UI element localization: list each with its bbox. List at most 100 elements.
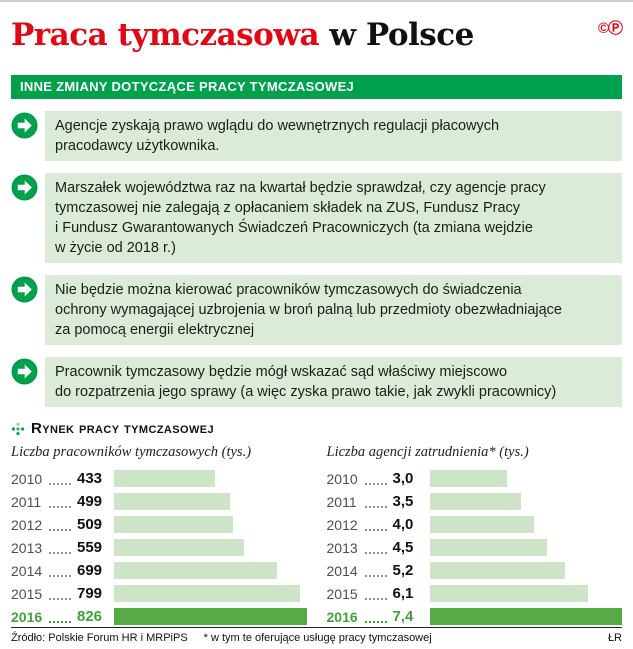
bar-track [114, 493, 307, 510]
dot-leader [49, 496, 71, 508]
bullet-item: Nie będzie można kierować pracowników ty… [11, 275, 622, 345]
source-note: Źródło: Polskie Forum HR i MRPiPS [11, 632, 188, 644]
chart-row: 2010 3,0 [327, 470, 623, 487]
arrow-icon [11, 358, 38, 385]
market-section-title: Rynek pracy tymczasowej [31, 420, 214, 437]
dot-leader [49, 588, 71, 600]
bar-track [114, 516, 307, 533]
copyright-logo: ©Ⓟ [597, 20, 623, 37]
arrow-icon [11, 174, 38, 201]
chart-rows: 2010 3,0 2011 3,5 2012 4,0 2013 4,5 2014 5,2 2015 6… [327, 470, 623, 625]
year-label: 2014 [326, 562, 358, 579]
value-label: 5,2 [392, 562, 414, 579]
value-label: 559 [77, 539, 103, 556]
bar-track [429, 470, 623, 487]
bar [114, 516, 233, 533]
value-label: 3,5 [392, 493, 414, 510]
value-label: 4,0 [392, 516, 414, 533]
value-label: 499 [77, 493, 103, 510]
value-label: 4,5 [392, 539, 414, 556]
chart-row: 2013 4,5 [327, 539, 623, 556]
dot-leader [364, 473, 387, 485]
bar-track [114, 585, 307, 602]
dot-leader [364, 611, 387, 623]
bar [429, 470, 508, 487]
title-rest: w Polsce [329, 17, 474, 53]
bullet-text: Nie będzie można kierować pracowników ty… [45, 275, 622, 345]
charts: Liczba pracowników tymczasowych (tys.) 2… [11, 444, 622, 625]
bar [429, 585, 589, 602]
bar [114, 493, 231, 510]
market-section-header: Rynek pracy tymczasowej [11, 420, 622, 437]
chart-row: 2014 699 [11, 562, 307, 579]
chart-rows: 2010 433 2011 499 2012 509 2013 559 2014 699 2015 7… [11, 470, 307, 625]
chart-row: 2015 799 [11, 585, 307, 602]
dot-leader [49, 519, 71, 531]
chart-row: 2012 4,0 [327, 516, 623, 533]
bar-track [114, 608, 307, 625]
bullet-text: Agencje zyskają prawo wglądu do wewnętrz… [45, 111, 622, 161]
chart-row: 2016 7,4 [327, 608, 622, 625]
chart-row: 2013 559 [11, 539, 307, 556]
footer: Źródło: Polskie Forum HR i MRPiPS * w ty… [11, 627, 622, 649]
header: Praca tymczasowa w Polsce ©Ⓟ [11, 2, 623, 54]
dot-leader [364, 588, 387, 600]
bar-track [429, 608, 622, 625]
bullet-item: Marszałek województwa raz na kwartał będ… [11, 173, 622, 263]
year-label: 2014 [11, 562, 43, 579]
value-label: 7,4 [392, 608, 414, 625]
dot-leader [364, 519, 387, 531]
year-label: 2013 [326, 539, 358, 556]
arrow-icon [11, 112, 38, 139]
chart-row: 2010 433 [11, 470, 307, 487]
dot-leader [49, 473, 71, 485]
author-initials: ŁR [607, 632, 622, 644]
top-rule [0, 0, 633, 2]
section-banner: INNE ZMIANY DOTYCZĄCE PRACY TYMCZASOWEJ [11, 75, 622, 99]
bar-track [429, 493, 623, 510]
dot-leader [49, 565, 71, 577]
bar-track [114, 539, 307, 556]
value-label: 6,1 [392, 585, 414, 602]
year-label: 2012 [11, 516, 43, 533]
dot-leader [364, 496, 387, 508]
bar-track [114, 562, 307, 579]
bullet-text: Marszałek województwa raz na kwartał będ… [45, 173, 622, 263]
year-label: 2012 [326, 516, 358, 533]
year-label: 2013 [11, 539, 43, 556]
title-accent: Praca tymczasowa [11, 17, 320, 53]
bar [429, 516, 534, 533]
chart-row: 2012 509 [11, 516, 307, 533]
bar-track [114, 470, 307, 487]
value-label: 433 [77, 470, 103, 487]
chart-row: 2014 5,2 [327, 562, 623, 579]
bar [429, 562, 565, 579]
bar [114, 585, 301, 602]
year-label: 2016 [11, 608, 43, 625]
value-label: 509 [77, 516, 103, 533]
year-label: 2010 [11, 470, 43, 487]
dot-leader [49, 611, 71, 623]
bullet-item: Pracownik tymczasowy będzie mógł wskazać… [11, 357, 622, 407]
bullet-item: Agencje zyskają prawo wglądu do wewnętrz… [11, 111, 622, 161]
bar-track [429, 539, 623, 556]
bar [429, 493, 521, 510]
bullet-text: Pracownik tymczasowy będzie mógł wskazać… [45, 357, 622, 407]
value-label: 826 [77, 608, 103, 625]
dot-leader [364, 542, 387, 554]
bar [114, 562, 277, 579]
bar [114, 539, 245, 556]
chart-title: Liczba pracowników tymczasowych (tys.) [11, 444, 252, 460]
dot-leader [49, 542, 71, 554]
bar [429, 539, 547, 556]
bar-track [429, 585, 623, 602]
chart-title: Liczba agencji zatrudnienia* (tys.) [326, 444, 529, 460]
chart-row: 2011 499 [11, 493, 307, 510]
bar [429, 608, 622, 625]
arrow-icon [11, 276, 38, 303]
chart-employment-agencies: Liczba agencji zatrudnienia* (tys.) 2010… [326, 444, 623, 625]
year-label: 2015 [326, 585, 358, 602]
chart-row: 2015 6,1 [327, 585, 623, 602]
chart-row: 2011 3,5 [327, 493, 623, 510]
